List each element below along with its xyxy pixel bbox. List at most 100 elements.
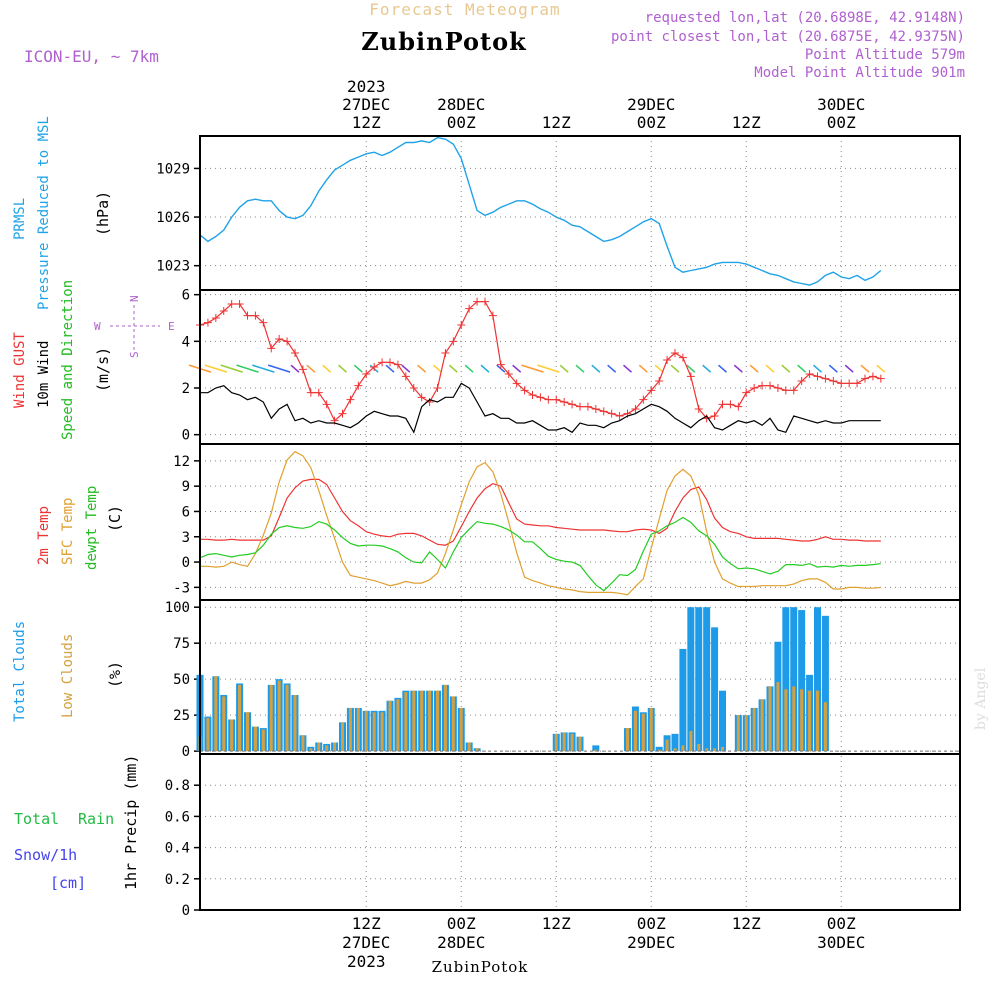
panel-frames (199, 135, 961, 911)
gust-marker (797, 377, 806, 385)
wind-direction-arrow (417, 364, 427, 373)
station-title: ZubinPotok (361, 27, 527, 56)
low-cloud-bar (792, 686, 796, 752)
compass-west: W (94, 320, 101, 333)
gust-marker (259, 318, 268, 327)
gust-marker (868, 372, 877, 381)
low-cloud-bar (823, 702, 827, 752)
bottom-time-label: 00Z (447, 914, 476, 933)
gust-marker (314, 388, 323, 397)
speed-direction-label: Speed and Direction (60, 280, 76, 440)
wind-direction-arrow (252, 364, 275, 373)
gust-marker (552, 395, 561, 404)
top-time-label: 00Z (827, 113, 856, 132)
low-cloud-bar (436, 690, 439, 752)
pressure-tick-label: 1026 (156, 210, 190, 226)
wind-direction-arrow (220, 364, 243, 373)
gust-marker (488, 311, 497, 320)
low-cloud-bar (253, 726, 257, 752)
total-cloud-bar (814, 607, 821, 752)
model-altitude: Model Point Altitude 901m (754, 65, 965, 81)
wind-direction-arrow (702, 364, 712, 373)
compass-south: S (128, 351, 141, 358)
total-cloud-bar (695, 607, 703, 752)
low-cloud-bar (443, 684, 447, 752)
gust-marker (829, 377, 838, 385)
wind-direction-arrow (236, 364, 259, 373)
low-cloud-bar (364, 710, 368, 752)
gust-marker (370, 363, 379, 371)
total-cloud-bar (711, 627, 719, 752)
gust-marker (291, 349, 299, 357)
gust-marker (837, 379, 846, 388)
wind-compass: N W E S (94, 295, 175, 358)
forecast-title: Forecast Meteogram (369, 0, 560, 19)
gust-marker (560, 398, 569, 406)
point-altitude: Point Altitude 579m (805, 47, 965, 63)
gust-marker (227, 300, 236, 308)
gust-marker (338, 409, 347, 418)
wind-10m-line (200, 382, 881, 434)
gust-marker (298, 365, 307, 374)
low-cloud-bar (649, 707, 653, 752)
total-cloud-bar (592, 745, 600, 752)
precip-tick-label: 0.2 (165, 872, 190, 888)
temp-tick-label: 0 (182, 555, 190, 571)
wind-direction-arrow (512, 364, 522, 373)
low-cloud-bar (657, 749, 661, 752)
wind-direction-arrow (290, 364, 300, 373)
gust-marker (211, 314, 220, 322)
bottom-time-label: 30DEC (817, 933, 865, 952)
low-cloud-bar (372, 712, 376, 752)
compass-north: N (128, 295, 141, 302)
y-axis-ticks: 1023 1026 1029 0 2 4 6 -3 0 3 6 9 12 0 25 50 75 100 0 0.2 0.… (156, 161, 200, 919)
wind-direction-arrow (670, 364, 680, 373)
top-time-label: 12Z (542, 113, 571, 132)
top-time-label: 30DEC (817, 95, 865, 114)
wind-direction-arrow (860, 364, 870, 373)
wind-direction-arrow (733, 364, 743, 373)
clouds-unit: (%) (106, 661, 124, 688)
temp-tick-label: 12 (173, 454, 190, 470)
top-time-label: 00Z (447, 113, 476, 132)
gust-marker (219, 307, 228, 315)
gust-marker (449, 337, 458, 346)
low-cloud-bar (222, 696, 226, 752)
low-cloud-bar (412, 690, 416, 752)
gust-marker (386, 358, 394, 367)
gust-marker (671, 349, 679, 357)
gust-marker (346, 395, 355, 404)
wind-direction-arrow (521, 364, 544, 373)
low-cloud-bar (230, 719, 234, 752)
wind-tick-label: 0 (182, 428, 190, 444)
gust-marker (354, 381, 363, 390)
low-cloud-bar (277, 680, 281, 752)
low-cloud-bar (744, 715, 748, 752)
total-cloud-bar (798, 610, 806, 752)
gust-marker (750, 384, 759, 392)
temp-tick-label: 9 (182, 479, 190, 495)
wind-direction-arrow (401, 364, 411, 373)
gust-marker (473, 297, 482, 306)
closest-coords: point closest lon,lat (20.6875E, 42.9375… (611, 29, 965, 45)
gust-marker (678, 353, 687, 362)
low-cloud-bar (776, 682, 780, 752)
low-cloud-bar (570, 733, 574, 752)
temp2m-label: 2m Temp (36, 506, 52, 565)
gust-marker (766, 381, 774, 390)
gust-marker (607, 409, 616, 418)
top-time-label: 00Z (637, 113, 666, 132)
gust-marker (813, 372, 822, 381)
top-time-label: 12Z (352, 113, 381, 132)
total-cloud-bar (703, 607, 711, 752)
wind-direction-arrow (559, 364, 569, 373)
wind-direction-arrow (204, 364, 228, 373)
low-cloud-bar (325, 745, 329, 752)
low-cloud-bar (736, 715, 740, 752)
low-cloud-bar (689, 730, 693, 752)
wind-direction-arrow (622, 364, 633, 373)
low-clouds-label: Low Clouds (60, 634, 76, 718)
gust-marker (576, 402, 584, 411)
